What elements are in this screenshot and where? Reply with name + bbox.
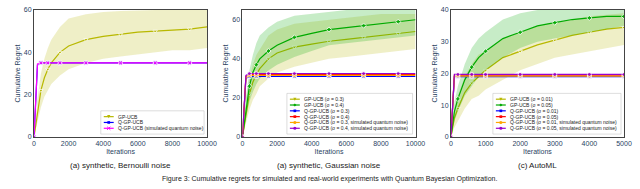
svg-text:5000: 5000 xyxy=(616,140,632,147)
svg-text:Q-GP-UCB: Q-GP-UCB xyxy=(118,119,144,125)
svg-text:10000: 10000 xyxy=(197,140,217,147)
svg-text:20: 20 xyxy=(441,70,449,77)
svg-text:40: 40 xyxy=(441,6,449,13)
svg-text:Iterations: Iterations xyxy=(523,148,552,155)
svg-text:30: 30 xyxy=(441,38,449,45)
svg-text:0: 0 xyxy=(449,140,453,147)
svg-text:2000: 2000 xyxy=(61,140,77,147)
svg-text:0: 0 xyxy=(32,140,36,147)
svg-text:Iterations: Iterations xyxy=(315,148,344,155)
svg-text:20: 20 xyxy=(24,91,32,98)
svg-text:Cumulative Regret: Cumulative Regret xyxy=(431,44,439,102)
svg-text:3000: 3000 xyxy=(547,140,563,147)
svg-text:4000: 4000 xyxy=(304,140,320,147)
svg-text:6000: 6000 xyxy=(130,140,146,147)
svg-text:GP-UCB (σ = 0.4): GP-UCB (σ = 0.4) xyxy=(304,102,344,108)
svg-text:Figure 3: Cumulative regrets f: Figure 3: Cumulative regrets for simulat… xyxy=(162,175,497,183)
svg-text:2000: 2000 xyxy=(512,140,528,147)
svg-text:Q-GP-UCB (σ = 0.05, simulated: Q-GP-UCB (σ = 0.05, simulated quantum no… xyxy=(510,125,617,131)
svg-text:0: 0 xyxy=(28,133,32,140)
svg-text:40: 40 xyxy=(24,49,32,56)
svg-text:Q-GP-UCB (σ = 0.4, simulated q: Q-GP-UCB (σ = 0.4, simulated quantum noi… xyxy=(304,125,408,131)
svg-text:10: 10 xyxy=(441,102,449,109)
svg-text:Q-GP-UCB (simulated quantum no: Q-GP-UCB (simulated quantum noise) xyxy=(118,125,204,131)
svg-text:Q-GP-UCB (σ = 0.01): Q-GP-UCB (σ = 0.01) xyxy=(510,108,559,114)
svg-text:0: 0 xyxy=(236,133,240,140)
svg-text:4000: 4000 xyxy=(582,140,598,147)
svg-text:Cumulative Regret: Cumulative Regret xyxy=(222,44,230,102)
svg-text:60: 60 xyxy=(232,16,240,23)
svg-text:8000: 8000 xyxy=(165,140,181,147)
svg-text:(a) synthetic, Bernoulli noise: (a) synthetic, Bernoulli noise xyxy=(70,161,171,170)
svg-text:0: 0 xyxy=(241,140,245,147)
svg-text:8000: 8000 xyxy=(373,140,389,147)
svg-text:GP-UCB (σ = 0.01): GP-UCB (σ = 0.01) xyxy=(510,96,553,102)
svg-text:Iterations: Iterations xyxy=(106,148,135,155)
svg-text:Q-GP-UCB (σ = 0.3): Q-GP-UCB (σ = 0.3) xyxy=(304,108,350,114)
svg-text:Cumulative Regret: Cumulative Regret xyxy=(14,44,22,102)
svg-text:Q-GP-UCB (σ = 0.05): Q-GP-UCB (σ = 0.05) xyxy=(510,114,559,120)
svg-text:4000: 4000 xyxy=(95,140,111,147)
svg-text:2000: 2000 xyxy=(269,140,285,147)
svg-text:Q-GP-UCB (σ = 0.4): Q-GP-UCB (σ = 0.4) xyxy=(304,114,350,120)
svg-text:Q-GP-UCB (σ = 0.3, simulated q: Q-GP-UCB (σ = 0.3, simulated quantum noi… xyxy=(304,119,408,125)
svg-text:0: 0 xyxy=(445,133,449,140)
svg-text:6000: 6000 xyxy=(339,140,355,147)
svg-text:40: 40 xyxy=(232,55,240,62)
svg-text:(a) synthetic, Gaussian noise: (a) synthetic, Gaussian noise xyxy=(277,161,381,170)
svg-text:60: 60 xyxy=(24,6,32,13)
svg-text:10000: 10000 xyxy=(406,140,426,147)
svg-text:1000: 1000 xyxy=(478,140,494,147)
svg-text:20: 20 xyxy=(232,94,240,101)
svg-text:(c) AutoML: (c) AutoML xyxy=(518,161,557,170)
svg-text:GP-UCB (σ = 0.05): GP-UCB (σ = 0.05) xyxy=(510,102,553,108)
svg-text:GP-UCB: GP-UCB xyxy=(118,114,138,120)
svg-text:GP-UCB (σ = 0.3): GP-UCB (σ = 0.3) xyxy=(304,96,344,102)
svg-text:Q-GP-UCB (σ = 0.01, simulated: Q-GP-UCB (σ = 0.01, simulated quantum no… xyxy=(510,119,617,125)
